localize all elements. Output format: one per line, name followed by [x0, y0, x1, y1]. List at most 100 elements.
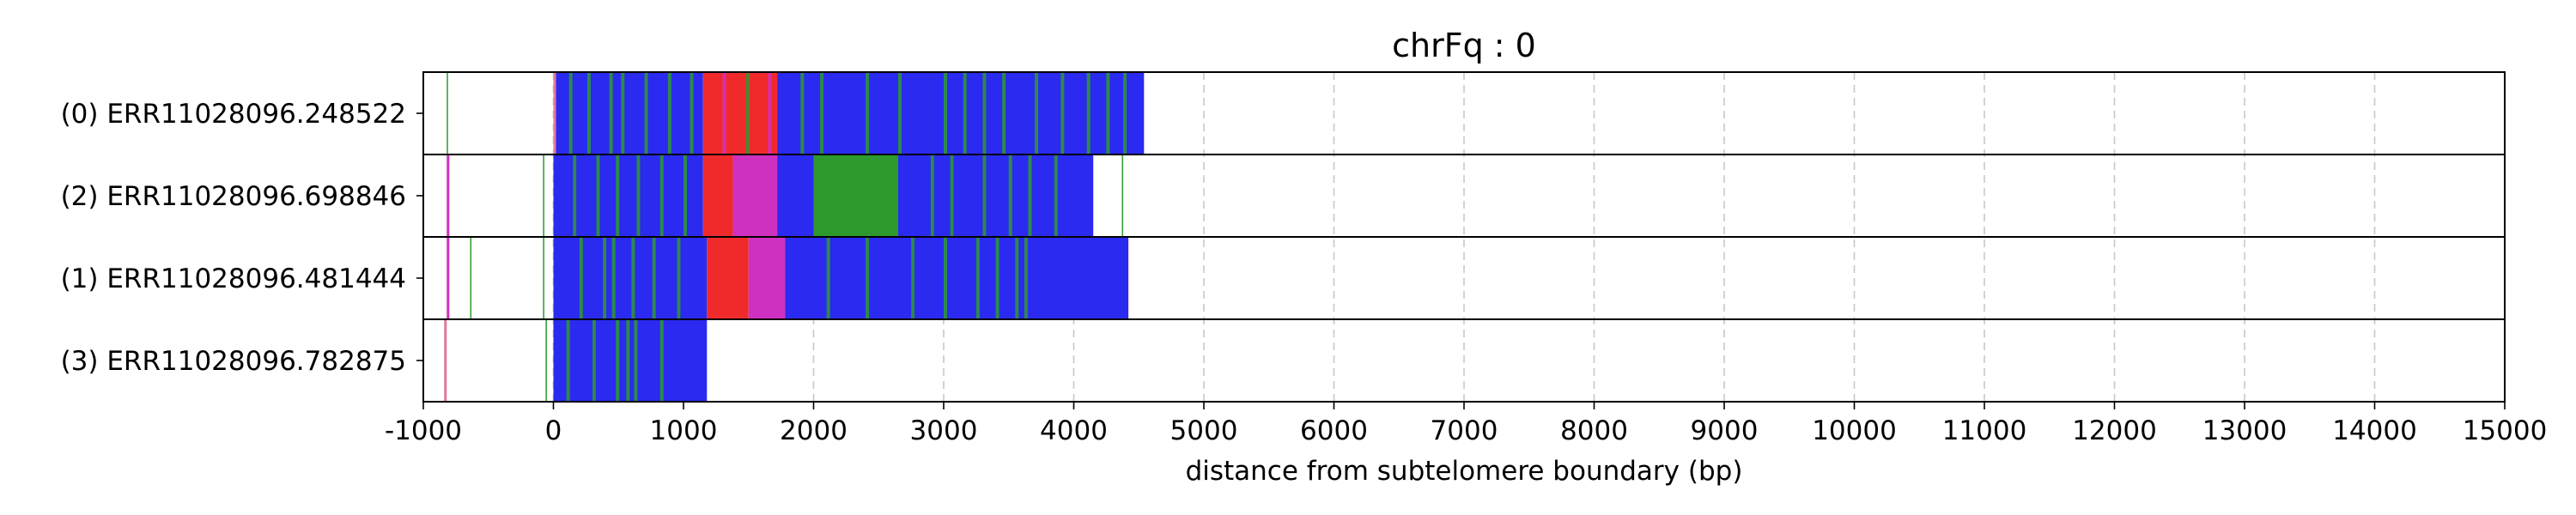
track-accent-line: [768, 72, 772, 154]
x-tick-label: 11000: [1942, 415, 2027, 446]
x-tick-label: 5000: [1170, 415, 1238, 446]
track-segment: [556, 72, 703, 154]
track-accent-line: [1123, 72, 1127, 154]
track-accent-line: [982, 72, 987, 154]
track-segment: [447, 154, 450, 237]
track-accent-line: [596, 154, 600, 237]
track-accent-line: [897, 72, 902, 154]
track-accent-line: [690, 72, 694, 154]
track-accent-line: [566, 319, 570, 402]
track-accent-line: [652, 237, 656, 319]
chart-title: chrFq : 0: [1392, 27, 1536, 64]
track-segment: [813, 154, 898, 237]
row-label: (0) ERR11028096.248522: [61, 99, 406, 130]
track-accent-line: [616, 154, 620, 237]
row-label: (1) ERR11028096.481444: [61, 264, 406, 294]
x-tick-label: 9000: [1691, 415, 1759, 446]
track-accent-line: [826, 237, 830, 319]
track-segment: [447, 72, 448, 154]
row-labels: (0) ERR11028096.248522 (2) ERR11028096.69…: [61, 99, 423, 377]
track-accent-line: [659, 154, 664, 237]
row-label: (3) ERR11028096.782875: [61, 346, 406, 377]
track-accent-line: [944, 72, 947, 154]
track-accent-line: [636, 154, 641, 237]
x-tick-label: 10000: [1812, 415, 1897, 446]
track-accent-line: [911, 237, 915, 319]
track-segment: [897, 154, 1094, 237]
track-segment: [785, 237, 1029, 319]
track-accent-line: [611, 237, 616, 319]
x-tick-label: 1000: [650, 415, 718, 446]
track-accent-line: [930, 154, 934, 237]
track-segment: [543, 237, 544, 319]
x-tick-label: 3000: [910, 415, 978, 446]
x-tick-label: 7000: [1431, 415, 1498, 446]
track-accent-line: [1106, 72, 1110, 154]
track-segment: [777, 72, 1145, 154]
track-accent-line: [995, 237, 999, 319]
row-label: (2) ERR11028096.698846: [61, 181, 406, 212]
track-segment: [553, 154, 703, 237]
track-accent-line: [866, 237, 870, 319]
x-tick-label: 14000: [2332, 415, 2417, 446]
track-accent-line: [745, 72, 750, 154]
track-accent-line: [982, 154, 987, 237]
track-accent-line: [1002, 72, 1006, 154]
track-segment: [553, 237, 708, 319]
track-accent-line: [963, 72, 967, 154]
track-accent-line: [616, 319, 620, 402]
track-segment: [545, 319, 547, 402]
track-accent-line: [950, 154, 954, 237]
track-accent-line: [568, 72, 573, 154]
track-accent-line: [634, 319, 638, 402]
x-axis-label: distance from subtelomere boundary (bp): [1186, 456, 1743, 487]
track-accent-line: [975, 237, 980, 319]
track-segments: [444, 72, 1145, 402]
track-accent-line: [667, 72, 671, 154]
track-segment: [732, 154, 778, 237]
track-accent-line: [1035, 72, 1039, 154]
x-tick-label: 2000: [780, 415, 848, 446]
track-accent-line: [586, 72, 591, 154]
track-accent-line: [1060, 72, 1065, 154]
track-accent-line: [644, 72, 648, 154]
track-segment: [1121, 154, 1124, 237]
track-accent-line: [592, 319, 596, 402]
track-segment: [553, 72, 556, 154]
x-tick-label: 8000: [1560, 415, 1628, 446]
track-accent-line: [722, 72, 726, 154]
track-accent-line: [1086, 72, 1091, 154]
track-accent-line: [677, 237, 681, 319]
track-accent-line: [1028, 154, 1032, 237]
x-tick-label: -1000: [385, 415, 462, 446]
x-tick-label: 12000: [2072, 415, 2157, 446]
track-accent-line: [944, 237, 947, 319]
track-accent-line: [800, 72, 805, 154]
track-accent-line: [820, 72, 824, 154]
track-accent-line: [609, 72, 613, 154]
track-segment: [470, 237, 472, 319]
track-segment: [748, 237, 786, 319]
x-tick-label: 0: [545, 415, 562, 446]
x-tick-label: 6000: [1300, 415, 1368, 446]
track-accent-line: [1015, 237, 1019, 319]
track-accent-line: [1008, 154, 1012, 237]
x-axis-ticks: -1000 0 1000 2000 3000 4000 5000 6000 7000 8000 90…: [385, 402, 2547, 446]
track-segment: [777, 154, 814, 237]
track-segment: [702, 72, 778, 154]
track-segment: [543, 154, 544, 237]
track-accent-line: [866, 72, 870, 154]
track-accent-line: [1054, 154, 1058, 237]
track-accent-line: [1024, 237, 1028, 319]
x-tick-label: 15000: [2463, 415, 2548, 446]
track-segment: [707, 237, 749, 319]
track-accent-line: [626, 319, 630, 402]
track-segment: [447, 237, 450, 319]
x-tick-label: 13000: [2202, 415, 2287, 446]
track-accent-line: [683, 154, 687, 237]
track-accent-line: [579, 237, 583, 319]
track-segment: [1028, 237, 1129, 319]
x-tick-label: 4000: [1040, 415, 1108, 446]
track-accent-line: [573, 154, 577, 237]
